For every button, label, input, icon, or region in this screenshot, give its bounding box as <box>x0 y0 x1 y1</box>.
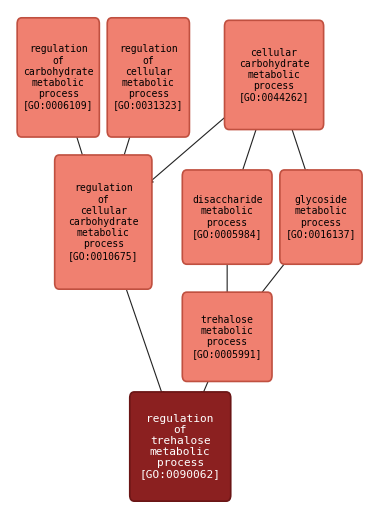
Text: regulation
of
carbohydrate
metabolic
process
[GO:0006109]: regulation of carbohydrate metabolic pro… <box>23 44 93 110</box>
FancyBboxPatch shape <box>107 18 190 137</box>
Text: regulation
of
cellular
carbohydrate
metabolic
process
[GO:0010675]: regulation of cellular carbohydrate meta… <box>68 183 139 261</box>
FancyBboxPatch shape <box>55 155 152 289</box>
Text: regulation
of
cellular
metabolic
process
[GO:0031323]: regulation of cellular metabolic process… <box>113 44 183 110</box>
Text: disaccharide
metabolic
process
[GO:0005984]: disaccharide metabolic process [GO:00059… <box>192 195 262 239</box>
FancyBboxPatch shape <box>182 292 272 381</box>
FancyBboxPatch shape <box>130 392 231 501</box>
FancyBboxPatch shape <box>224 20 324 130</box>
FancyBboxPatch shape <box>280 170 362 264</box>
FancyBboxPatch shape <box>182 170 272 264</box>
Text: regulation
of
trehalose
metabolic
process
[GO:0090062]: regulation of trehalose metabolic proces… <box>140 413 221 479</box>
FancyBboxPatch shape <box>17 18 99 137</box>
Text: cellular
carbohydrate
metabolic
process
[GO:0044262]: cellular carbohydrate metabolic process … <box>239 47 309 102</box>
Text: glycoside
metabolic
process
[GO:0016137]: glycoside metabolic process [GO:0016137] <box>286 195 356 239</box>
Text: trehalose
metabolic
process
[GO:0005991]: trehalose metabolic process [GO:0005991] <box>192 315 262 359</box>
